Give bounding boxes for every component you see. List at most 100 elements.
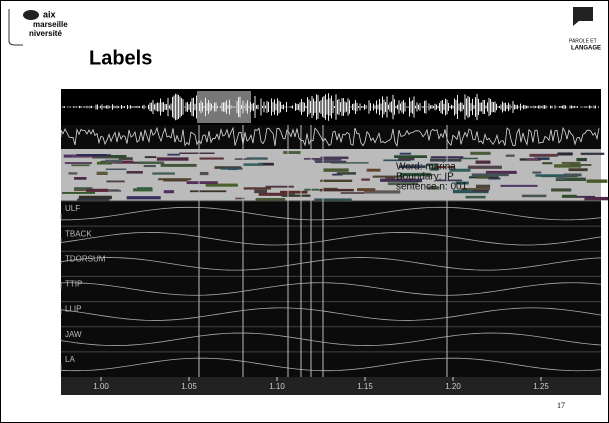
time-label: 1.15	[357, 382, 373, 391]
slide: aix marseille niversité Labels PAROLE ET…	[0, 0, 609, 423]
slide-title: Labels	[89, 47, 152, 69]
spectrogram-streak	[315, 161, 346, 163]
spectrogram-streak	[304, 158, 340, 160]
track-label: LA	[65, 355, 75, 364]
page-number: 17	[557, 401, 565, 410]
logo-text: PAROLE ET	[569, 38, 597, 44]
spectrogram-streak	[522, 195, 546, 198]
track-label: TBACK	[65, 229, 92, 238]
spectrogram-streak	[161, 164, 197, 167]
spectrogram-streak	[235, 158, 250, 160]
track-label: TTIP	[65, 280, 82, 289]
spectrogram-streak	[243, 163, 263, 166]
spectrogram-streak	[500, 185, 537, 187]
spectrogram-streak	[320, 189, 354, 191]
spectrogram-streak	[529, 154, 557, 157]
spectrogram-streak	[557, 176, 565, 179]
slide-canvas: aix marseille niversité Labels PAROLE ET…	[1, 1, 608, 422]
time-label: 1.20	[445, 382, 461, 391]
spectrogram-streak	[562, 162, 581, 164]
spectrogram-streak	[105, 160, 122, 163]
spectrogram-streak	[562, 195, 577, 198]
spectrogram-streak	[199, 157, 224, 159]
spectrogram-streak	[357, 188, 375, 191]
spectrogram-streak	[570, 164, 591, 166]
time-label: 1.00	[93, 382, 109, 391]
spectrogram-streak	[133, 188, 153, 191]
spectrogram-streak	[127, 171, 143, 174]
time-label: 1.25	[533, 382, 549, 391]
logo-bracket	[9, 9, 23, 45]
logo-text: marseille	[33, 20, 68, 29]
figure	[61, 89, 608, 395]
spectrogram-streak	[542, 162, 552, 164]
spectrogram-streak	[527, 158, 539, 161]
spectrogram-streak	[557, 152, 572, 155]
spectrogram-streak	[157, 157, 189, 160]
spectrogram-streak	[337, 172, 356, 175]
spectrogram-streak	[79, 196, 112, 199]
spectrogram-streak	[163, 180, 187, 182]
spectrogram-streak	[247, 157, 268, 159]
spectrogram-streak	[228, 167, 238, 170]
logo-text: aix	[43, 9, 56, 19]
logo-text: LANGAGE	[571, 46, 601, 52]
spectrogram-streak	[254, 190, 267, 193]
spectrogram-streak	[190, 190, 226, 192]
spectrogram-streak	[97, 172, 108, 175]
spectrogram-streak	[367, 169, 381, 172]
spectrogram-streak	[569, 168, 588, 171]
spectrogram-streak	[65, 162, 92, 164]
spectrogram-streak	[74, 177, 87, 180]
spectrogram-streak	[470, 152, 490, 155]
spectrogram-streak	[323, 168, 348, 171]
logo-right-icon	[573, 7, 593, 26]
spectrogram-streak	[179, 153, 214, 155]
spectrogram-streak	[587, 179, 608, 182]
time-label: 1.05	[181, 382, 197, 391]
logo-icon	[23, 10, 39, 20]
track-label: ULF	[65, 204, 80, 213]
spectrogram-streak	[200, 172, 209, 175]
spectrogram-streak	[576, 158, 586, 161]
spectrogram-streak	[283, 151, 300, 154]
spectrogram-streak	[280, 191, 307, 194]
spectrogram-streak	[581, 153, 605, 155]
spectrogram-streak	[320, 180, 352, 182]
spectrogram-streak	[187, 181, 218, 184]
spectrogram-streak	[506, 155, 515, 157]
spectrogram-streak	[71, 164, 89, 166]
spectrogram-streak	[106, 168, 127, 170]
track-label: TDORSUM	[65, 254, 106, 263]
spectrogram-streak	[468, 166, 502, 169]
spectrogram-streak	[394, 155, 427, 158]
spectrogram-streak	[206, 184, 238, 187]
spectrogram-streak	[473, 190, 489, 192]
track-label: JAW	[65, 330, 82, 339]
spectrogram-streak	[152, 172, 175, 174]
spectrogram-streak	[476, 185, 490, 188]
spectrogram-streak	[139, 161, 164, 164]
spectrogram-streak	[144, 165, 156, 167]
logo-text: niversité	[29, 29, 62, 38]
spectrogram-streak	[575, 196, 595, 198]
spectrogram-streak	[167, 154, 179, 156]
time-label: 1.10	[269, 382, 285, 391]
spectrogram-streak	[532, 172, 541, 174]
spectrogram-streak	[164, 190, 174, 193]
spectrogram-streak	[475, 161, 490, 164]
spectrogram-streak	[361, 178, 370, 180]
spectrogram-streak	[551, 188, 571, 191]
time-axis-bg	[61, 377, 601, 395]
spectrogram-streak	[385, 177, 395, 179]
spectrogram-streak	[86, 189, 108, 192]
spectrogram-streak	[398, 158, 414, 160]
spectrogram-streak	[465, 196, 485, 199]
spectrogram-streak	[304, 189, 319, 191]
spectrogram-streak	[477, 175, 489, 178]
spectrogram-streak	[106, 181, 124, 183]
annotation: sentence n: 001	[396, 182, 468, 193]
spectrogram-streak	[62, 192, 95, 194]
spectrogram-streak	[145, 156, 157, 158]
track-label: LLIP	[65, 305, 81, 314]
